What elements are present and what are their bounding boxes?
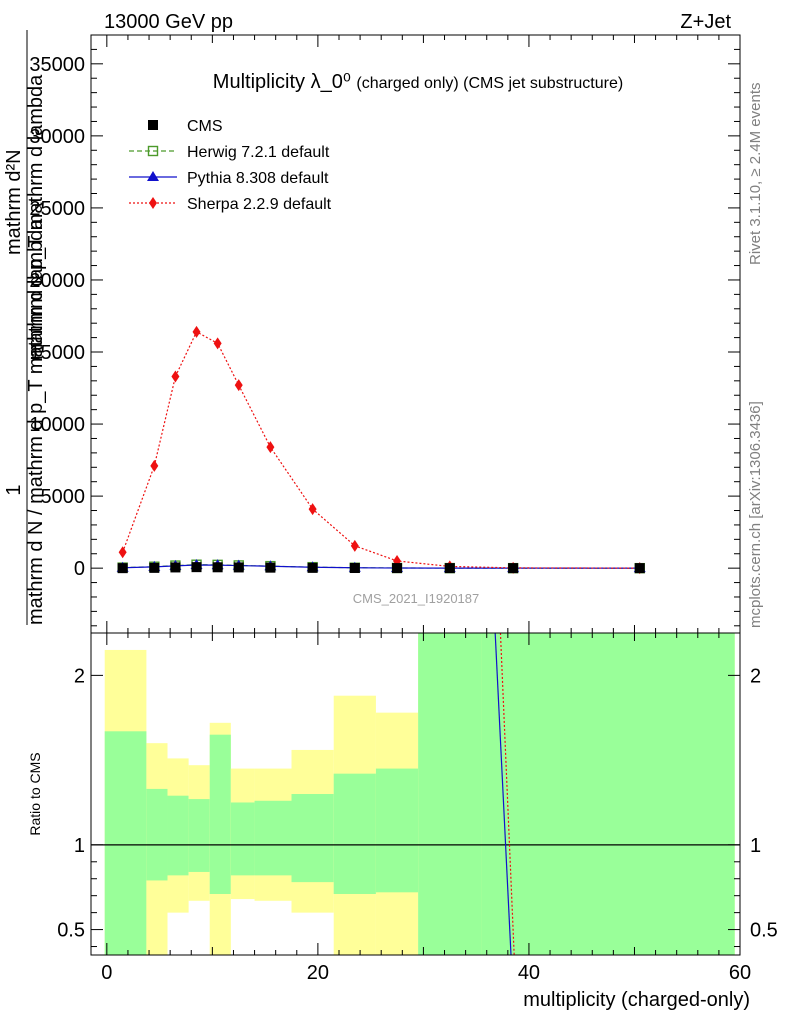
legend-label-pythia: Pythia 8.308 default: [187, 170, 329, 187]
ratio-ytick-label-right: 2: [750, 665, 761, 687]
y-axis-inner-numerator: mathrm d²N: [3, 149, 25, 255]
main-ytick-label: 25000: [29, 198, 85, 220]
main-ytick-label: 15000: [29, 342, 85, 364]
header-energy-label: 13000 GeV pp: [104, 11, 233, 33]
ratio-frame: [90, 632, 741, 956]
y-axis-inner-denominator: mathrm d p_T mathrm d lambda: [25, 74, 47, 360]
y-axis-label-denominator: mathrm d N / mathrm d p_T mathrm d lambd…: [25, 218, 47, 625]
data-point-cms: [349, 563, 360, 574]
data-point-cms: [233, 562, 244, 573]
ratio-ytick-label-right: 0.5: [750, 920, 778, 942]
main-ytick-label: 5000: [41, 486, 86, 508]
data-point-sherpa: [308, 503, 317, 516]
data-point-cms: [149, 562, 160, 573]
data-point-cms: [444, 563, 455, 574]
data-point-cms: [634, 563, 645, 574]
ratio-ytick-label: 1: [74, 835, 85, 857]
legend-label-cms: CMS: [187, 118, 223, 135]
main-ytick-label: 30000: [29, 126, 85, 148]
mcplots-credit-label: mcplots.cern.ch [arXiv:1306.3436]: [747, 401, 764, 628]
ratio-ytick-label-right: 1: [750, 835, 761, 857]
rivet-version-label: Rivet 3.1.10, ≥ 2.4M events: [747, 83, 764, 266]
legend-marker-cms: [148, 120, 158, 130]
data-point-sherpa: [266, 441, 275, 454]
data-point-sherpa: [150, 459, 159, 472]
uncertainty-band-green: [418, 633, 482, 955]
data-point-sherpa: [350, 539, 359, 552]
legend-label-sherpa: Sherpa 2.2.9 default: [187, 196, 332, 213]
uncertainty-band-green: [167, 795, 189, 876]
legend-marker-herwig: [147, 145, 159, 157]
data-point-sherpa: [118, 546, 127, 559]
uncertainty-band-green: [333, 773, 376, 894]
ratio-ytick-label: 0.5: [57, 920, 85, 942]
series-line-sherpa: [122, 331, 640, 569]
uncertainty-band-green: [254, 800, 292, 876]
chart-title: Multiplicity λ_0⁰ (charged only) (CMS je…: [213, 71, 623, 93]
data-point-cms: [392, 563, 403, 574]
uncertainty-band-green: [209, 734, 231, 894]
xtick-label: 20: [307, 962, 329, 984]
x-axis-label: multiplicity (charged-only): [523, 989, 750, 1011]
header-process-label: Z+Jet: [680, 11, 731, 33]
data-point-sherpa: [234, 379, 243, 392]
data-point-sherpa: [192, 325, 201, 338]
main-ytick-label: 20000: [29, 270, 85, 292]
ratio-line-sherpa: [499, 632, 515, 956]
legend-marker-pythia: [147, 171, 159, 181]
data-point-cms: [117, 563, 128, 574]
uncertainty-band-green: [291, 794, 334, 883]
xtick-label: 40: [518, 962, 540, 984]
data-point-sherpa: [213, 337, 222, 350]
ratio-line-pythia: [494, 632, 512, 956]
uncertainty-band-green: [104, 731, 147, 955]
data-point-cms: [265, 562, 276, 573]
xtick-label: 60: [729, 962, 751, 984]
data-point-cms: [191, 562, 202, 573]
main-ytick-label: 10000: [29, 414, 85, 436]
chart-title-suffix: (charged only) (CMS jet substructure): [356, 75, 623, 92]
ratio-ytick-label: 2: [74, 665, 85, 687]
data-point-cms: [170, 562, 181, 573]
main-ytick-label: 35000: [29, 54, 85, 76]
data-point-cms: [307, 562, 318, 573]
data-point-sherpa: [171, 370, 180, 383]
uncertainty-band-green: [188, 799, 210, 872]
uncertainty-band-green: [481, 633, 735, 955]
xtick-label: 0: [101, 962, 112, 984]
chart-title-main: Multiplicity λ_0⁰: [213, 71, 357, 93]
uncertainty-band-green: [146, 788, 168, 881]
uncertainty-band-green: [230, 802, 255, 876]
legend-label-herwig: Herwig 7.2.1 default: [187, 144, 330, 161]
ratio-axis-label: Ratio to CMS: [27, 752, 43, 835]
legend: CMS Herwig 7.2.1 default Pythia 8.308 defa…: [129, 118, 332, 213]
main-ytick-label: 0: [74, 558, 85, 580]
legend-marker-sherpa: [149, 197, 157, 209]
data-point-cms: [212, 562, 223, 573]
data-point-cms: [508, 563, 519, 574]
analysis-watermark: CMS_2021_I1920187: [353, 591, 480, 606]
uncertainty-band-green: [375, 768, 419, 893]
y-axis-label-numerator: 1: [3, 484, 25, 495]
